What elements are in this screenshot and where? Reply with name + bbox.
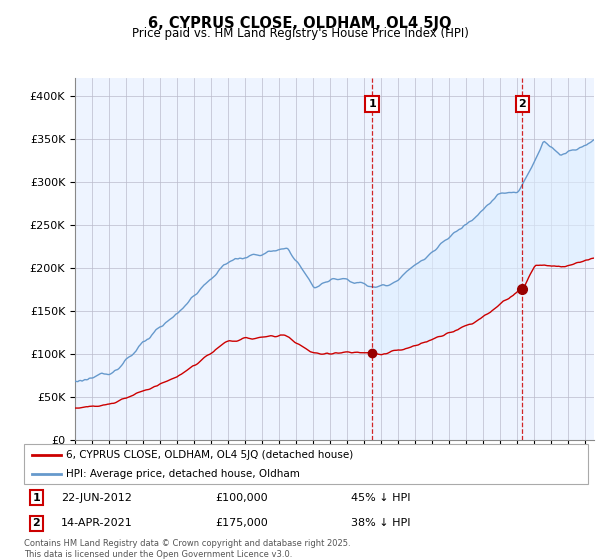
Text: 38% ↓ HPI: 38% ↓ HPI	[351, 518, 410, 528]
Text: 2: 2	[32, 518, 40, 528]
Text: 45% ↓ HPI: 45% ↓ HPI	[351, 493, 410, 503]
Text: Price paid vs. HM Land Registry's House Price Index (HPI): Price paid vs. HM Land Registry's House …	[131, 27, 469, 40]
Text: 6, CYPRUS CLOSE, OLDHAM, OL4 5JQ (detached house): 6, CYPRUS CLOSE, OLDHAM, OL4 5JQ (detach…	[66, 450, 353, 460]
Text: 14-APR-2021: 14-APR-2021	[61, 518, 133, 528]
Text: HPI: Average price, detached house, Oldham: HPI: Average price, detached house, Oldh…	[66, 469, 300, 479]
Text: 6, CYPRUS CLOSE, OLDHAM, OL4 5JQ: 6, CYPRUS CLOSE, OLDHAM, OL4 5JQ	[148, 16, 452, 31]
Text: 2: 2	[518, 99, 526, 109]
Text: Contains HM Land Registry data © Crown copyright and database right 2025.
This d: Contains HM Land Registry data © Crown c…	[24, 539, 350, 559]
FancyBboxPatch shape	[24, 444, 588, 484]
Text: £100,000: £100,000	[216, 493, 268, 503]
Text: £175,000: £175,000	[216, 518, 269, 528]
Text: 1: 1	[368, 99, 376, 109]
Text: 22-JUN-2012: 22-JUN-2012	[61, 493, 131, 503]
Text: 1: 1	[32, 493, 40, 503]
